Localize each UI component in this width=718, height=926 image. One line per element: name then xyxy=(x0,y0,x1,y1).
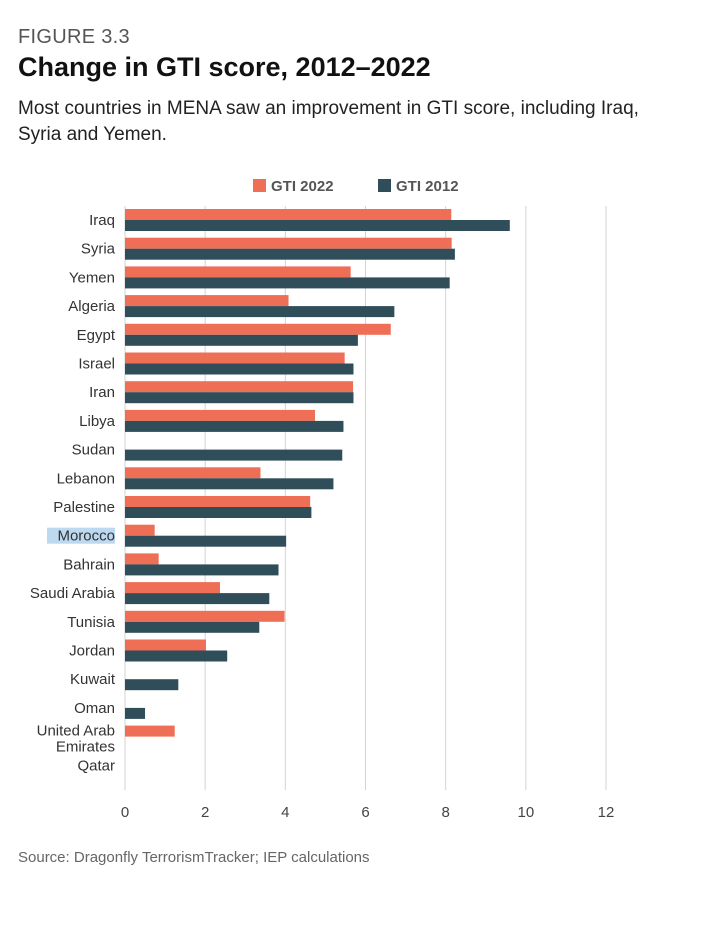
bar-palestine-gti-2012 xyxy=(125,507,312,518)
bar-morocco-gti-2012 xyxy=(125,535,287,547)
category-label-united-arab-emirates-line2: Emirates xyxy=(56,739,115,756)
bar-jordan-gti-2022 xyxy=(125,639,206,651)
category-label-lebanon: Lebanon xyxy=(57,470,115,487)
bar-syria-gti-2022 xyxy=(125,237,452,249)
category-label-bahrain: Bahrain xyxy=(63,556,115,573)
bar-oman-gti-2012 xyxy=(125,707,146,719)
category-label-morocco: Morocco xyxy=(57,528,115,545)
bar-iran-gti-2012 xyxy=(125,392,354,404)
bar-lebanon-gti-2012 xyxy=(125,478,334,490)
legend-label-gti-2022: GTI 2022 xyxy=(271,178,334,195)
bar-iraq-gti-2022 xyxy=(125,209,452,220)
bar-sudan-gti-2012 xyxy=(125,449,343,461)
bar-syria-gti-2012 xyxy=(125,248,455,260)
bar-israel-gti-2022 xyxy=(125,352,345,364)
bar-saudi-arabia-gti-2022 xyxy=(125,582,220,594)
category-label-algeria: Algeria xyxy=(68,298,115,315)
category-label-syria: Syria xyxy=(81,241,116,258)
category-label-saudi-arabia: Saudi Arabia xyxy=(30,585,116,602)
bar-iraq-gti-2012 xyxy=(125,220,510,231)
bar-lebanon-gti-2022 xyxy=(125,467,261,479)
bar-saudi-arabia-gti-2012 xyxy=(125,593,270,605)
bar-morocco-gti-2022 xyxy=(125,524,155,536)
label-highlight xyxy=(47,527,115,544)
category-label-iraq: Iraq xyxy=(89,212,115,229)
bar-kuwait-gti-2012 xyxy=(125,679,179,691)
x-tick-label-6: 6 xyxy=(361,804,369,821)
category-label-qatar: Qatar xyxy=(77,757,115,774)
bar-palestine-gti-2022 xyxy=(125,496,311,507)
legend-label-gti-2012: GTI 2012 xyxy=(396,178,459,195)
legend-swatch-gti-2022 xyxy=(253,179,266,192)
bar-jordan-gti-2012 xyxy=(125,650,228,662)
category-label-yemen: Yemen xyxy=(69,269,115,286)
category-label-egypt: Egypt xyxy=(77,327,116,344)
bar-united-arab-emirates-gti-2022 xyxy=(125,725,175,737)
x-tick-label-12: 12 xyxy=(598,804,615,821)
bar-egypt-gti-2022 xyxy=(125,323,391,335)
category-label-sudan: Sudan xyxy=(72,442,115,459)
source-note: Source: Dragonfly TerrorismTracker; IEP … xyxy=(18,849,370,866)
bar-yemen-gti-2012 xyxy=(125,277,450,289)
bar-chart: GTI 2022 GTI 2012 Iraq Syria Yemen Algeria Egy… xyxy=(30,178,615,821)
figure-label: FIGURE 3.3 xyxy=(18,26,130,48)
bar-libya-gti-2012 xyxy=(125,420,344,432)
bar-yemen-gti-2022 xyxy=(125,266,351,278)
x-tick-label-2: 2 xyxy=(201,804,209,821)
legend-swatch-gti-2012 xyxy=(378,179,391,192)
x-tick-label-10: 10 xyxy=(517,804,534,821)
x-tick-label-8: 8 xyxy=(441,804,449,821)
bar-algeria-gti-2012 xyxy=(125,306,395,318)
bar-israel-gti-2012 xyxy=(125,363,354,375)
category-label-tunisia: Tunisia xyxy=(67,614,115,631)
bar-bahrain-gti-2012 xyxy=(125,564,279,576)
chart-subtitle: Most countries in MENA saw an improvemen… xyxy=(18,98,639,145)
category-label-iran: Iran xyxy=(89,384,115,401)
category-label-libya: Libya xyxy=(79,413,116,430)
category-label-israel: Israel xyxy=(78,356,115,373)
category-label-united-arab-emirates-line1: United Arab xyxy=(37,723,115,740)
category-label-oman: Oman xyxy=(74,700,115,717)
x-tick-label-4: 4 xyxy=(281,804,289,821)
category-label-kuwait: Kuwait xyxy=(70,671,116,688)
bar-egypt-gti-2012 xyxy=(125,334,358,346)
bar-iran-gti-2022 xyxy=(125,381,354,393)
bar-tunisia-gti-2022 xyxy=(125,610,285,622)
x-tick-label-0: 0 xyxy=(121,804,129,821)
bar-libya-gti-2022 xyxy=(125,409,315,421)
bar-bahrain-gti-2022 xyxy=(125,553,159,565)
category-label-jordan: Jordan xyxy=(69,643,115,660)
category-label-palestine: Palestine xyxy=(53,499,115,516)
bar-tunisia-gti-2012 xyxy=(125,621,260,633)
bar-algeria-gti-2022 xyxy=(125,295,289,307)
chart-title: Change in GTI score, 2012–2022 xyxy=(18,52,431,82)
